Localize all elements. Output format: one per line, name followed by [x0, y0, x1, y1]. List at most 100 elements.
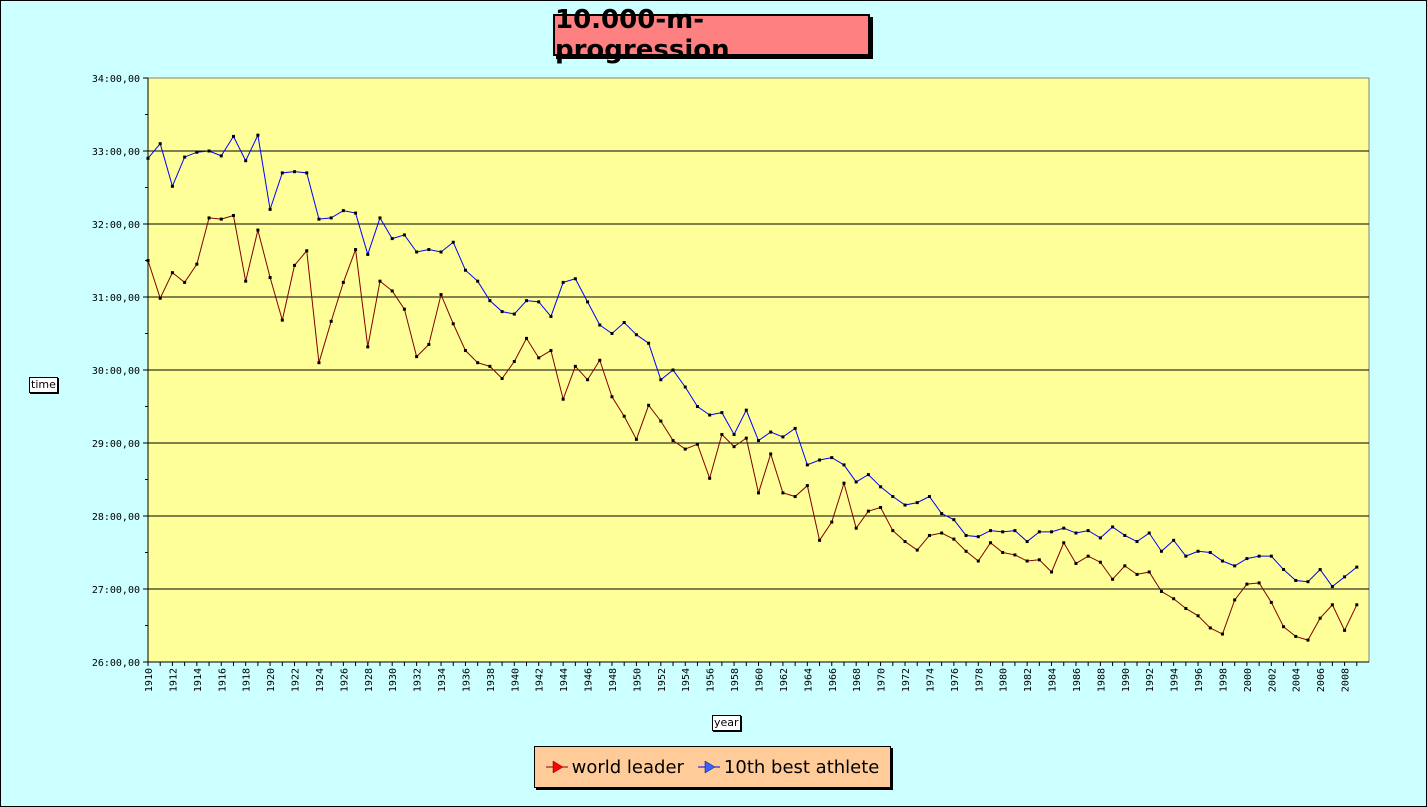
data-point [1306, 638, 1310, 642]
y-tick-label: 34:00,00 [92, 74, 140, 85]
data-point [793, 426, 797, 430]
data-point [1172, 597, 1176, 601]
data-point [622, 321, 626, 325]
x-tick-label: 1984 [1048, 668, 1059, 692]
data-point [1220, 559, 1224, 563]
data-point [415, 250, 419, 254]
data-point [830, 456, 834, 460]
y-tick-label: 28:00,00 [92, 512, 140, 523]
x-tick-label: 1940 [510, 668, 521, 692]
data-point [1245, 557, 1249, 561]
data-point [1306, 580, 1310, 584]
data-point [671, 368, 675, 372]
x-axis-label: year [712, 715, 741, 731]
data-point [720, 432, 724, 436]
data-point [610, 395, 614, 399]
data-point [1025, 559, 1029, 563]
legend-item-10th-best-athlete: 10th best athlete [697, 757, 879, 778]
x-tick-label: 1930 [388, 668, 399, 692]
y-tick-label: 30:00,00 [92, 366, 140, 377]
data-point [463, 349, 467, 353]
data-point [561, 280, 565, 284]
x-tick-label: 2006 [1316, 668, 1327, 692]
data-point [244, 159, 248, 163]
data-point [671, 439, 675, 443]
data-point [1001, 551, 1005, 554]
data-point [1037, 558, 1041, 562]
data-point [1172, 538, 1176, 542]
data-point [390, 237, 394, 241]
data-point [1208, 551, 1212, 554]
data-point [1147, 570, 1151, 574]
data-point [207, 149, 211, 153]
data-point [1355, 565, 1359, 569]
data-point [818, 458, 822, 462]
data-point [525, 336, 529, 340]
data-point [903, 540, 907, 544]
x-tick-label: 1998 [1218, 668, 1229, 692]
data-point [183, 155, 187, 159]
data-point [158, 296, 162, 300]
y-tick-label: 31:00,00 [92, 293, 140, 304]
data-point [268, 276, 272, 280]
x-tick-label: 1980 [999, 668, 1010, 692]
data-point [879, 485, 883, 489]
data-point [598, 358, 602, 362]
y-tick-label: 27:00,00 [92, 585, 140, 596]
data-point [146, 156, 150, 160]
x-tick-label: 1976 [950, 668, 961, 692]
data-point [1330, 603, 1334, 607]
data-point [1135, 572, 1139, 576]
data-point [976, 535, 980, 539]
data-point [1233, 598, 1237, 602]
data-point [1208, 626, 1212, 630]
data-point [586, 378, 590, 382]
data-point [158, 142, 162, 146]
x-tick-label: 1954 [681, 668, 692, 692]
x-tick-label: 1972 [901, 668, 912, 692]
data-point [1343, 628, 1347, 632]
x-tick-label: 2002 [1267, 668, 1278, 692]
data-point [976, 559, 980, 563]
data-point [170, 271, 174, 275]
data-point [1220, 632, 1224, 636]
data-point [1111, 525, 1115, 529]
data-point [695, 405, 699, 408]
data-point [402, 233, 406, 237]
data-point [329, 319, 333, 323]
data-point [439, 250, 443, 254]
data-point [708, 476, 712, 480]
x-tick-label: 1964 [803, 668, 814, 692]
data-point [341, 280, 345, 284]
data-point [293, 263, 297, 267]
data-point [1233, 564, 1237, 568]
data-point [757, 439, 760, 443]
data-point [1086, 529, 1090, 533]
data-point [378, 216, 382, 220]
data-point [732, 432, 736, 436]
data-point [549, 314, 553, 318]
data-point [927, 495, 931, 499]
data-point [1294, 578, 1298, 582]
x-tick-label: 1910 [144, 668, 155, 692]
data-point [329, 216, 333, 220]
data-point [586, 300, 590, 304]
series-line-1 [147, 133, 1358, 588]
x-tick-label: 1988 [1096, 668, 1107, 692]
data-point [805, 463, 809, 467]
data-point [512, 312, 516, 316]
data-point [1184, 554, 1188, 558]
data-point [988, 541, 992, 545]
x-tick-label: 1974 [925, 668, 936, 692]
data-point [170, 184, 174, 188]
data-point [439, 293, 443, 297]
x-tick-label: 1950 [632, 668, 643, 692]
x-tick-label: 1952 [657, 668, 668, 692]
x-tick-label: 1942 [535, 668, 546, 692]
legend-label-world-leader: world leader [571, 756, 684, 778]
data-point [1025, 540, 1029, 544]
data-point [305, 171, 309, 175]
data-point [1282, 625, 1286, 629]
data-point [842, 481, 846, 485]
data-point [622, 414, 626, 418]
